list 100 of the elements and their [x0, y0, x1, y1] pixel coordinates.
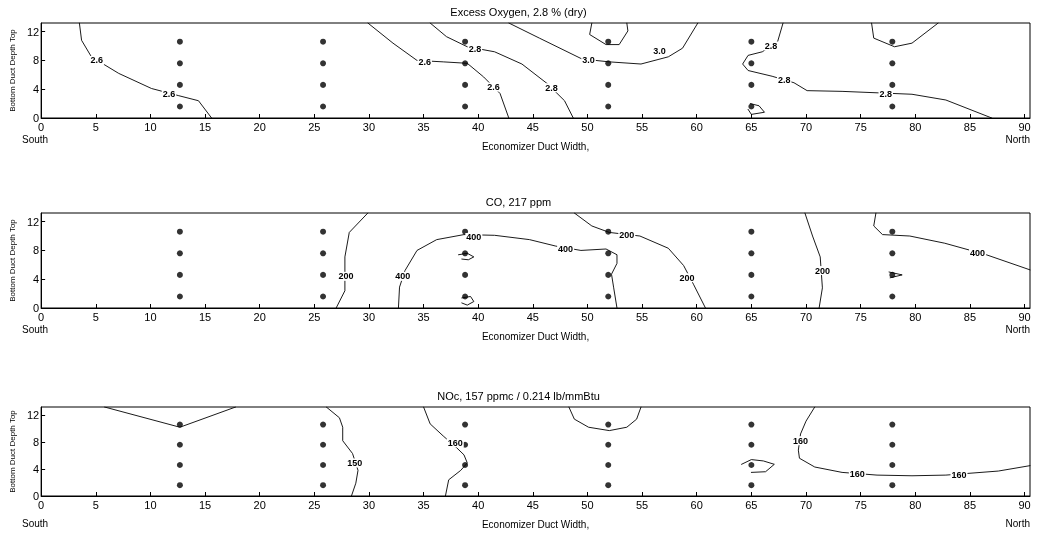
- x-tick-label: 5: [92, 310, 99, 323]
- annotation: 2.6: [418, 56, 431, 67]
- y-tick-label: 8: [33, 54, 40, 67]
- text: South: [22, 517, 49, 529]
- annotation: 160: [447, 437, 463, 448]
- chart-title: Excess Oxygen, 2.8 % (dry): [450, 5, 587, 18]
- annotation: 2.6: [90, 55, 104, 66]
- annotation: 2.8: [777, 74, 791, 85]
- annotation: 2.6: [162, 88, 176, 99]
- x-tick-label: 30: [362, 310, 376, 323]
- y-tick-label: 12: [26, 409, 40, 422]
- x-tick-label: 75: [854, 498, 867, 511]
- x-tick-label: 45: [526, 120, 539, 133]
- annotation: 2.8: [764, 41, 778, 52]
- x-tick-label: 65: [745, 120, 758, 133]
- annotation: 200: [619, 230, 635, 241]
- x-tick-label: 65: [745, 310, 758, 323]
- y-axis-title: Bottom Duct Depth Top: [7, 28, 17, 112]
- annotation: 200: [814, 265, 830, 276]
- annotation: 2.8: [468, 43, 482, 54]
- x-tick-label: 60: [690, 310, 703, 323]
- x-tick-label: 10: [144, 120, 157, 133]
- x-tick-label: 55: [635, 310, 649, 323]
- x-tick-label: 45: [526, 498, 539, 511]
- x-tick-label: 60: [690, 120, 703, 133]
- x-tick-label: 55: [635, 498, 649, 511]
- x-tick-label: 65: [745, 498, 758, 511]
- x-tick-label: 90: [1018, 120, 1031, 133]
- annotation: 400: [395, 271, 411, 282]
- x-tick-label: 35: [417, 498, 430, 511]
- x-tick-label: 10: [144, 310, 157, 323]
- annotation: 3.0: [582, 55, 595, 66]
- chart-title: CO, 217 ppm: [485, 195, 552, 208]
- text: South: [22, 133, 49, 145]
- x-tick-label: 45: [526, 310, 539, 323]
- x-tick-label: 70: [799, 498, 813, 511]
- x-tick-label: 10: [144, 498, 157, 511]
- x-tick-label: 85: [963, 120, 977, 133]
- chart-title: NOc, 157 ppmc / 0.214 lb/mmBtu: [437, 389, 600, 402]
- x-tick-label: 50: [581, 120, 594, 133]
- annotation: 400: [558, 243, 574, 254]
- x-tick-label: 5: [92, 120, 99, 133]
- x-tick-label: 30: [362, 120, 376, 133]
- y-tick-label: 4: [33, 463, 40, 476]
- x-tick-label: 25: [308, 120, 321, 133]
- x-tick-label: 25: [308, 310, 321, 323]
- annotation: 160: [849, 469, 865, 480]
- y-tick-label: 4: [33, 83, 40, 96]
- x-axis-title: Economizer Duct Width,: [481, 140, 590, 152]
- y-axis-title: Bottom Duct Depth Top: [7, 218, 17, 302]
- x-tick-label: 60: [690, 498, 703, 511]
- annotation: 200: [679, 272, 695, 283]
- y-tick-label: 12: [26, 25, 40, 38]
- x-tick-label: 90: [1018, 498, 1031, 511]
- x-tick-label: 55: [635, 120, 649, 133]
- x-tick-label: 20: [253, 310, 266, 323]
- x-tick-label: 75: [854, 310, 867, 323]
- annotation: 2.6: [487, 82, 500, 93]
- x-tick-label: 35: [417, 310, 430, 323]
- x-tick-label: 40: [472, 498, 485, 511]
- x-tick-label: 30: [362, 498, 376, 511]
- y-axis-title: Bottom Duct Depth Top: [7, 409, 17, 493]
- annotation: 160: [793, 435, 809, 446]
- x-tick-label: 20: [253, 498, 266, 511]
- x-tick-label: 80: [909, 120, 922, 133]
- annotation: 200: [338, 271, 354, 282]
- y-tick-label: 8: [33, 436, 40, 449]
- x-tick-label: 80: [909, 498, 922, 511]
- x-tick-label: 40: [472, 120, 485, 133]
- x-tick-label: 85: [963, 310, 977, 323]
- x-tick-label: 50: [581, 310, 594, 323]
- x-tick-label: 50: [581, 498, 594, 511]
- text: South: [22, 323, 49, 335]
- x-tick-label: 15: [198, 120, 212, 133]
- annotation: 2.8: [879, 88, 893, 99]
- annotation: 400: [970, 247, 986, 258]
- x-tick-label: 80: [909, 310, 922, 323]
- annotation: 160: [951, 470, 967, 481]
- x-tick-label: 15: [198, 498, 212, 511]
- x-tick-label: 5: [92, 498, 99, 511]
- text: North: [1005, 133, 1030, 145]
- annotation: 400: [466, 232, 482, 243]
- annotation: 2.8: [545, 82, 558, 93]
- text: North: [1005, 517, 1030, 529]
- x-tick-label: 90: [1018, 310, 1031, 323]
- x-tick-label: 40: [472, 310, 485, 323]
- y-tick-label: 4: [33, 273, 40, 286]
- annotation: 3.0: [653, 46, 666, 57]
- x-axis-title: Economizer Duct Width,: [481, 518, 590, 530]
- x-tick-label: 35: [417, 120, 430, 133]
- x-axis-title: Economizer Duct Width,: [481, 330, 590, 342]
- x-tick-label: 20: [253, 120, 266, 133]
- y-tick-label: 12: [26, 215, 40, 228]
- y-tick-label: 8: [33, 244, 40, 257]
- text: North: [1005, 323, 1030, 335]
- x-tick-label: 70: [799, 120, 813, 133]
- x-tick-label: 25: [308, 498, 321, 511]
- annotation: 150: [347, 457, 363, 468]
- x-tick-label: 70: [799, 310, 813, 323]
- x-tick-label: 15: [198, 310, 212, 323]
